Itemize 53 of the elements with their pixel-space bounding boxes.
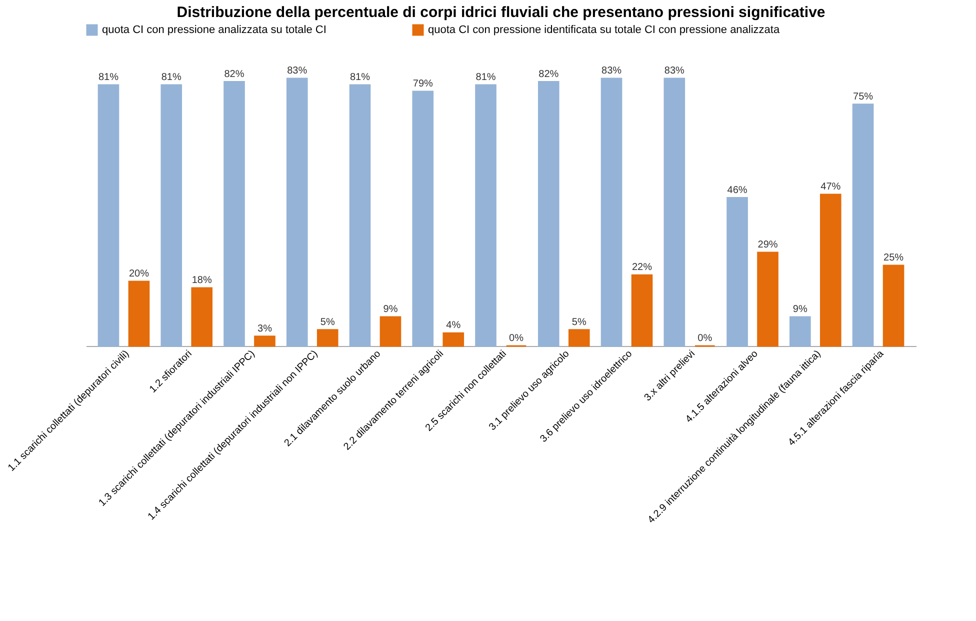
data-label: 4% bbox=[446, 320, 461, 332]
bar bbox=[316, 329, 338, 347]
bar bbox=[820, 194, 842, 347]
bar bbox=[789, 316, 811, 347]
chart-title: Distribuzione della percentuale di corpi idrici fluviali che presentano pressioni significative bbox=[176, 4, 826, 21]
data-label: 81% bbox=[98, 72, 119, 83]
data-label: 75% bbox=[853, 91, 874, 102]
bar bbox=[442, 332, 464, 347]
bar bbox=[191, 287, 213, 347]
bar bbox=[254, 336, 276, 347]
bar bbox=[600, 78, 622, 347]
data-label: 22% bbox=[632, 262, 652, 274]
bar bbox=[160, 84, 182, 347]
data-label: 9% bbox=[383, 304, 398, 315]
data-label: 0% bbox=[509, 333, 524, 344]
data-label: 81% bbox=[350, 72, 370, 83]
data-label: 5% bbox=[320, 316, 335, 328]
bar bbox=[286, 78, 308, 347]
data-label: 20% bbox=[128, 268, 150, 280]
bar bbox=[475, 84, 496, 347]
data-label: 83% bbox=[602, 66, 622, 77]
data-label: 81% bbox=[161, 72, 182, 83]
data-label: 83% bbox=[287, 66, 308, 77]
bar bbox=[882, 264, 904, 347]
bar bbox=[380, 316, 402, 347]
data-label: 5% bbox=[572, 316, 586, 328]
data-label: 81% bbox=[476, 72, 496, 83]
data-label: 3% bbox=[258, 323, 272, 334]
bar bbox=[852, 104, 874, 347]
data-label: 9% bbox=[792, 304, 808, 315]
bar bbox=[98, 84, 120, 347]
data-label: 29% bbox=[758, 240, 778, 251]
bar bbox=[224, 81, 245, 347]
data-label: 47% bbox=[820, 182, 841, 193]
data-label: 0% bbox=[698, 333, 712, 344]
bar bbox=[128, 280, 150, 347]
bar bbox=[568, 329, 590, 347]
bar bbox=[412, 90, 434, 347]
bar bbox=[726, 197, 748, 347]
data-label: 25% bbox=[884, 252, 904, 264]
bar bbox=[538, 81, 560, 347]
bar bbox=[349, 84, 371, 347]
legend-label: quota CI con pressione identificata su totale CI con pressione analizzata bbox=[428, 24, 780, 36]
bar bbox=[757, 252, 778, 347]
bar bbox=[664, 78, 686, 347]
data-label: 18% bbox=[192, 275, 212, 286]
data-label: 82% bbox=[224, 68, 244, 80]
data-label: 82% bbox=[538, 68, 559, 80]
data-label: 79% bbox=[412, 78, 433, 90]
bar bbox=[631, 274, 653, 347]
legend-label: quota CI con pressione analizzata su totale CI bbox=[102, 24, 326, 36]
data-label: 46% bbox=[727, 184, 748, 196]
data-label: 83% bbox=[664, 66, 685, 77]
